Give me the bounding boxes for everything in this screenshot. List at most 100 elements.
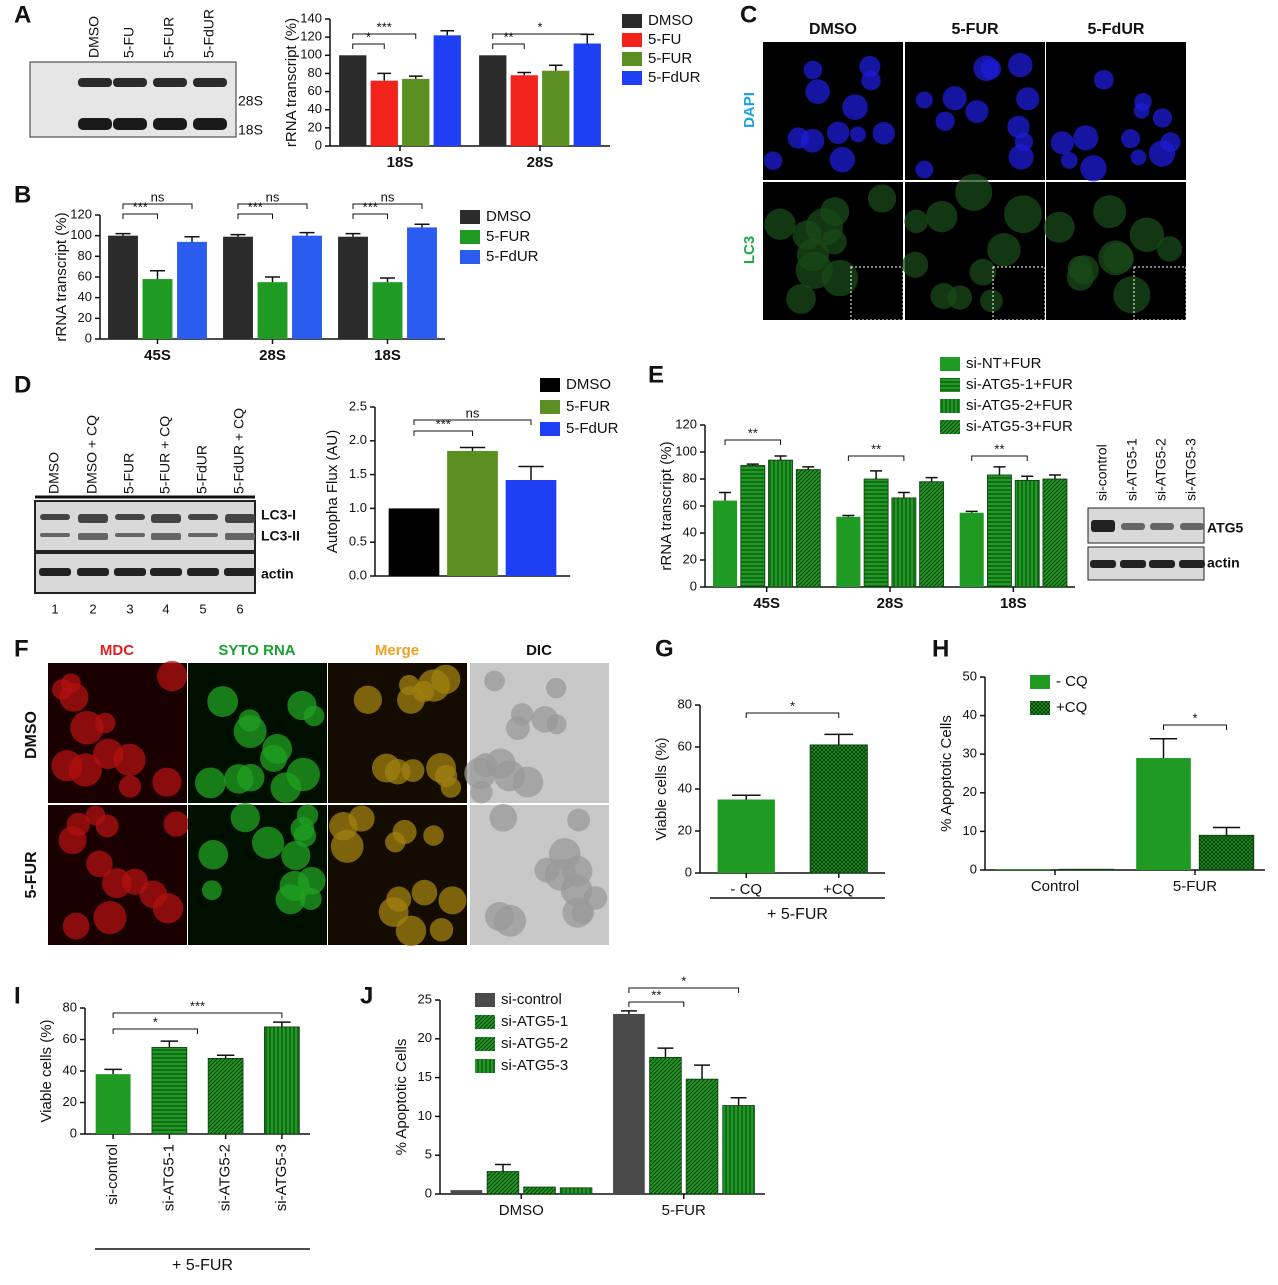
- error-bar: [265, 276, 280, 283]
- lane-number: 4: [162, 601, 169, 616]
- error-bar: [925, 476, 938, 482]
- x-tick-label: Control: [1031, 878, 1079, 895]
- cell: [935, 111, 955, 131]
- x-tick-label: si-ATG5-3: [273, 1144, 290, 1211]
- band: [193, 78, 227, 87]
- cell: [440, 777, 462, 798]
- column-label: MDC: [100, 642, 134, 659]
- lane-label: si-ATG5-1: [1124, 438, 1140, 501]
- legend-swatch: [475, 1015, 495, 1029]
- bar: [713, 500, 738, 587]
- band: [150, 568, 182, 576]
- band: [115, 533, 145, 537]
- x-tick-label: 5-FUR: [1173, 878, 1217, 895]
- panel-label: C: [740, 1, 757, 28]
- y-tick-label: 0: [690, 578, 697, 593]
- y-tick-label: 100: [300, 47, 322, 62]
- legend-swatch: [540, 400, 560, 414]
- legend-label: si-NT+FUR: [966, 355, 1042, 372]
- lane-number: 3: [126, 601, 133, 616]
- significance-bracket: [352, 43, 385, 49]
- column-label: 5-FdUR: [1088, 21, 1145, 38]
- band: [225, 533, 255, 540]
- legend-swatch: [940, 420, 960, 434]
- legend-label: si-ATG5-2+FUR: [966, 397, 1073, 414]
- bar: [447, 450, 498, 576]
- y-tick-label: 0: [685, 864, 692, 879]
- cell: [980, 289, 1003, 313]
- cell: [429, 918, 454, 942]
- y-tick-label: 20: [418, 1030, 432, 1045]
- band: [187, 568, 219, 576]
- legend-label: si-ATG5-1: [501, 1013, 568, 1030]
- cell: [1113, 276, 1151, 314]
- significance-bracket: [112, 1028, 198, 1034]
- y-axis-label: rRNA transcript (%): [658, 441, 675, 570]
- cell: [1129, 217, 1165, 252]
- error-bar: [965, 510, 978, 513]
- legend-swatch: [940, 399, 960, 413]
- bar: [722, 1105, 755, 1195]
- y-tick-label: 120: [70, 206, 92, 221]
- band-label: LC3-II: [261, 528, 300, 544]
- error-bar: [230, 233, 246, 237]
- lane-number: 6: [236, 601, 243, 616]
- cell: [411, 879, 438, 906]
- error-bar: [731, 794, 761, 800]
- significance-label: ***: [190, 998, 205, 1013]
- lane-label: 5-FdUR: [201, 9, 217, 58]
- y-tick-label: 30: [963, 746, 977, 761]
- cell: [1014, 132, 1034, 152]
- significance-bracket: [352, 203, 423, 209]
- error-bar: [719, 491, 732, 501]
- lane-label: si-ATG5-3: [1183, 438, 1199, 501]
- x-tick-label: 18S: [1000, 595, 1027, 612]
- error-bar: [299, 231, 315, 236]
- x-tick-label: 28S: [527, 154, 554, 171]
- lane-label: 5-FUR + CQ: [157, 416, 173, 494]
- significance-bracket: [492, 43, 525, 49]
- cell: [118, 775, 142, 798]
- legend-swatch: [1030, 701, 1050, 715]
- x-tick-label: - CQ: [730, 881, 762, 898]
- cell: [93, 738, 124, 770]
- significance-label: ns: [151, 189, 165, 204]
- legend-swatch: [460, 250, 480, 264]
- error-bar: [440, 30, 455, 36]
- legend-swatch: [622, 14, 642, 28]
- legend-label: DMSO: [566, 376, 611, 393]
- error-bar: [273, 1021, 291, 1027]
- bar: [479, 55, 507, 146]
- cell: [872, 122, 896, 145]
- cell: [955, 173, 993, 211]
- cell: [139, 880, 168, 909]
- legend-swatch: [475, 993, 495, 1007]
- column-label: Merge: [375, 642, 419, 659]
- bar: [836, 516, 861, 587]
- legend-label: 5-FUR: [486, 228, 530, 245]
- legend-swatch: [540, 378, 560, 392]
- legend-label: si-ATG5-3: [501, 1057, 568, 1074]
- cell: [796, 238, 830, 271]
- row-label: DAPI: [741, 92, 758, 128]
- error-bar: [824, 733, 854, 745]
- error-bar: [802, 466, 815, 470]
- y-tick-label: 20: [308, 119, 322, 134]
- x-tick-label: 45S: [753, 595, 780, 612]
- column-label: SYTO RNA: [218, 642, 295, 659]
- significance-bracket: [122, 203, 193, 209]
- bar: [891, 497, 917, 588]
- band: [193, 118, 227, 130]
- cell: [281, 840, 311, 871]
- cell: [70, 711, 104, 745]
- cell: [297, 866, 326, 895]
- bar: [685, 1078, 719, 1195]
- cell: [1069, 255, 1099, 285]
- lane-number: 5: [199, 601, 206, 616]
- cell: [1004, 195, 1042, 234]
- significance-label: **: [871, 441, 881, 456]
- cell: [260, 744, 288, 772]
- x-tick-label: 28S: [877, 595, 904, 612]
- y-axis-label: % Apoptotic Cells: [938, 715, 955, 832]
- bar: [613, 1013, 645, 1194]
